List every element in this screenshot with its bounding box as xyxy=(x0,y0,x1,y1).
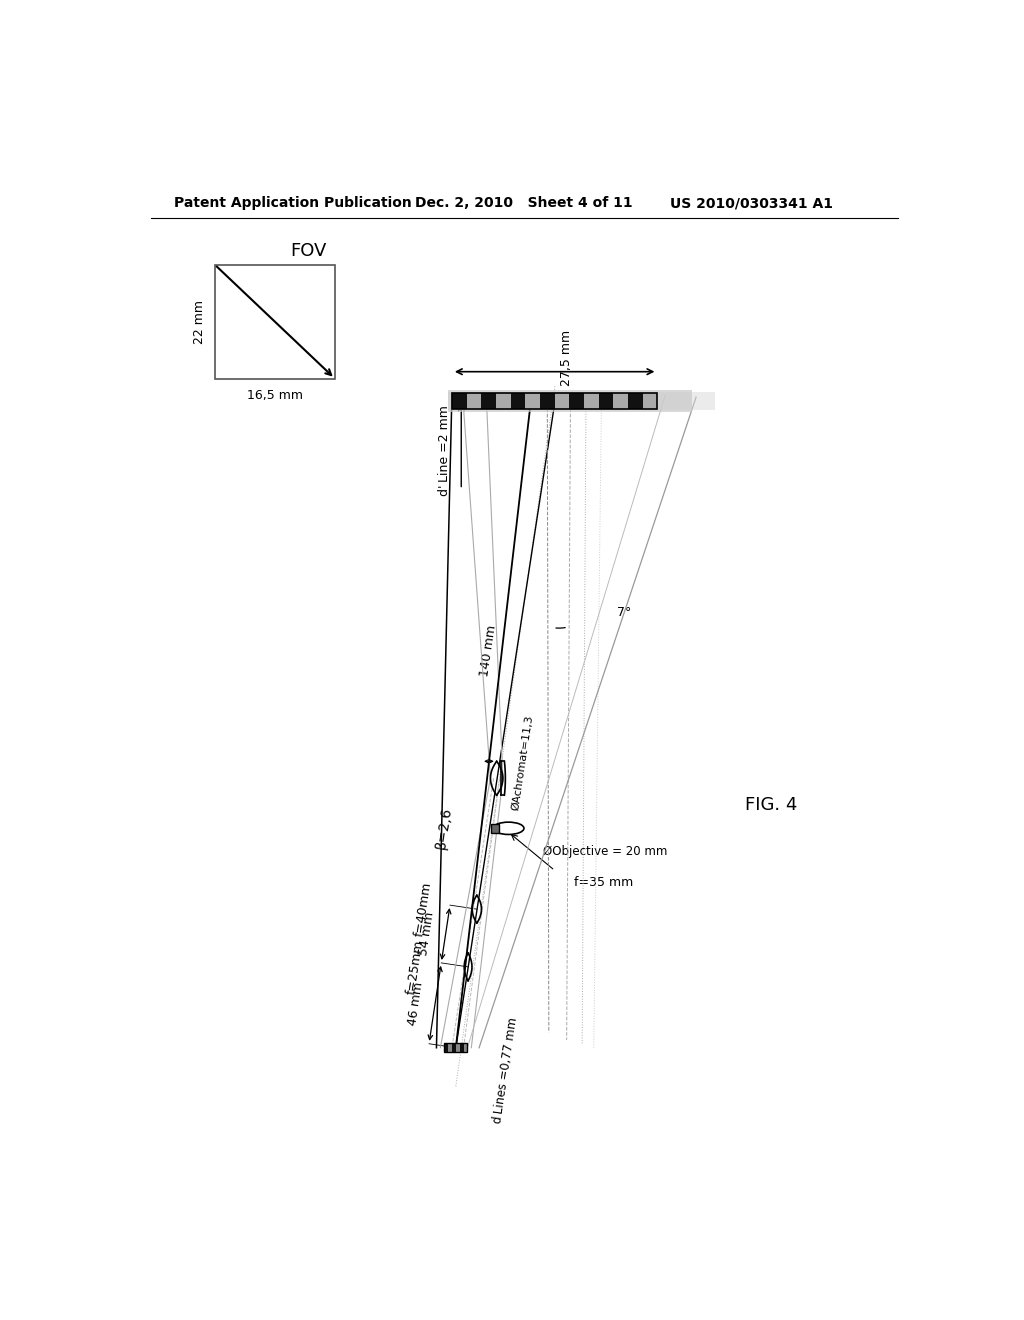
Text: Patent Application Publication: Patent Application Publication xyxy=(174,197,413,210)
Bar xyxy=(525,393,540,409)
Bar xyxy=(449,391,692,412)
Ellipse shape xyxy=(493,822,524,834)
Text: ØObjective = 20 mm: ØObjective = 20 mm xyxy=(544,845,668,858)
Bar xyxy=(481,393,496,409)
Bar xyxy=(215,264,335,379)
Text: 54 mm: 54 mm xyxy=(417,911,436,957)
Text: f=35 mm: f=35 mm xyxy=(574,875,634,888)
Bar xyxy=(613,393,628,409)
Text: d Lines =0,77 mm: d Lines =0,77 mm xyxy=(490,1016,519,1125)
Bar xyxy=(599,393,613,409)
Bar xyxy=(496,393,511,409)
Bar xyxy=(511,393,525,409)
Text: FOV: FOV xyxy=(291,242,327,260)
Bar xyxy=(460,1043,464,1052)
Bar xyxy=(444,1043,449,1052)
Text: f=25mm: f=25mm xyxy=(404,939,425,995)
Text: 46 mm: 46 mm xyxy=(407,981,426,1026)
Bar xyxy=(444,1043,467,1052)
Text: 140 mm: 140 mm xyxy=(478,624,499,678)
Bar xyxy=(449,1043,452,1052)
Text: 27,5 mm: 27,5 mm xyxy=(560,330,572,385)
Bar xyxy=(569,393,584,409)
Text: ØAchromat=11,3: ØAchromat=11,3 xyxy=(511,714,535,812)
Bar xyxy=(643,393,657,409)
Bar xyxy=(492,824,499,833)
Text: f=40mm: f=40mm xyxy=(413,880,434,937)
Bar xyxy=(467,393,481,409)
Bar xyxy=(452,393,467,409)
Bar xyxy=(628,393,643,409)
Bar xyxy=(555,393,569,409)
Text: d' Line =2 mm: d' Line =2 mm xyxy=(437,405,451,496)
Text: 22 mm: 22 mm xyxy=(193,300,206,343)
Text: Dec. 2, 2010   Sheet 4 of 11: Dec. 2, 2010 Sheet 4 of 11 xyxy=(415,197,633,210)
Text: 16,5 mm: 16,5 mm xyxy=(247,389,303,403)
Bar xyxy=(464,1043,467,1052)
Bar xyxy=(449,392,716,411)
Bar xyxy=(540,393,555,409)
Bar xyxy=(452,1043,456,1052)
Bar xyxy=(456,1043,460,1052)
Text: 7°: 7° xyxy=(617,606,632,619)
Text: US 2010/0303341 A1: US 2010/0303341 A1 xyxy=(671,197,834,210)
Bar xyxy=(452,393,657,409)
Bar xyxy=(584,393,599,409)
Text: FIG. 4: FIG. 4 xyxy=(745,796,798,814)
Text: β=2,6: β=2,6 xyxy=(433,807,454,850)
